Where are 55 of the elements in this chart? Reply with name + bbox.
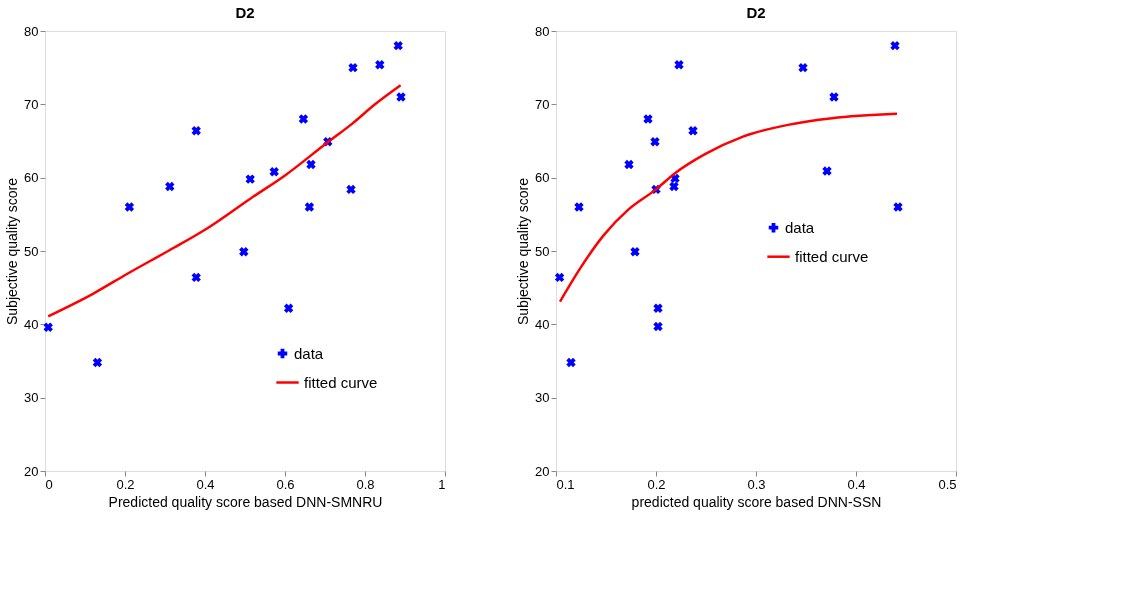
y-tick-label: 40 (24, 316, 39, 332)
legend-label: data (785, 218, 815, 236)
point (191, 126, 201, 136)
legend-label: fitted curve (795, 247, 869, 265)
y-tick-label: 70 (24, 96, 39, 112)
point (269, 167, 279, 177)
point (306, 159, 316, 170)
point (43, 322, 53, 332)
x-tick-label: 0.3 (747, 476, 766, 492)
x-tick-label: 0 (45, 476, 53, 492)
y-tick-label: 20 (535, 463, 550, 479)
legend-label: fitted curve (304, 373, 378, 391)
point (348, 62, 358, 73)
point (346, 184, 356, 195)
y-tick-label: 40 (535, 316, 550, 332)
y-axis-title: Subjective quality score (4, 177, 21, 326)
chart-title: D2 (235, 4, 255, 21)
point (245, 174, 255, 184)
point (283, 303, 294, 313)
line-series (558, 112, 899, 303)
y-tick-label: 80 (535, 23, 550, 39)
x-tick-label: 0.1 (556, 476, 575, 492)
point (124, 202, 135, 212)
x-tick-label: 0.2 (116, 476, 135, 492)
line-series (46, 84, 402, 318)
point (92, 357, 103, 368)
point (191, 272, 201, 283)
legend-label: data (294, 344, 324, 362)
x-tick-label: 1 (438, 476, 446, 492)
y-tick-label: 50 (24, 243, 39, 259)
point (239, 247, 249, 257)
point (375, 60, 385, 70)
y-tick-label: 80 (24, 23, 39, 39)
y-tick-label: 60 (535, 170, 550, 186)
x-tick-label: 0.2 (647, 476, 666, 492)
y-tick-label: 60 (24, 170, 39, 186)
point (396, 92, 406, 102)
x-axis-title: predicted quality score based DNN-SSN (631, 493, 882, 510)
x-tick-label: 0.4 (196, 476, 215, 492)
x-axis-title: Predicted quality score based DNN-SMNRU (108, 493, 383, 510)
x-tick-label: 0.6 (276, 476, 295, 492)
y-tick-label: 50 (535, 243, 550, 259)
chart-title: D2 (746, 4, 766, 21)
x-tick-label: 0.8 (356, 476, 375, 492)
y-axis-title: Subjective quality score (515, 177, 532, 326)
y-tick-label: 70 (535, 96, 550, 112)
point (298, 114, 309, 124)
point (165, 181, 175, 192)
y-tick-label: 30 (535, 390, 550, 406)
x-tick-label: 0.5 (938, 476, 957, 492)
y-tick-label: 20 (24, 463, 39, 479)
point (393, 40, 403, 51)
point (304, 202, 315, 212)
x-tick-label: 0.4 (847, 476, 866, 492)
y-tick-label: 30 (24, 390, 39, 406)
